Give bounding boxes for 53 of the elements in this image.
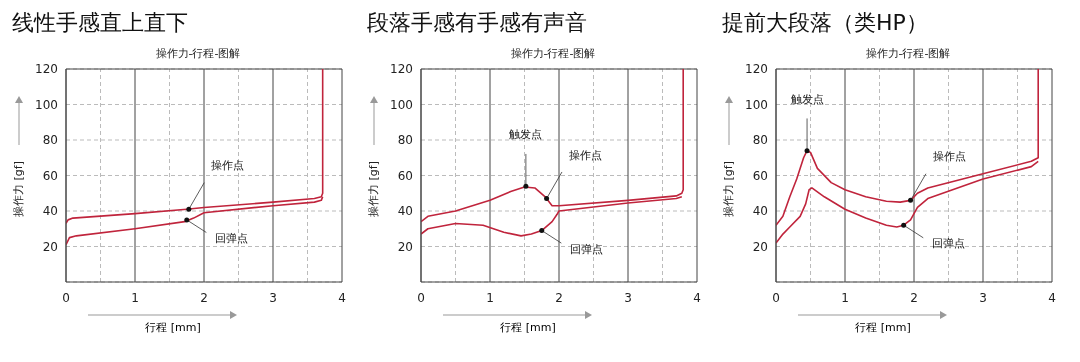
x-tick-label: 4 [1048, 291, 1056, 305]
y-tick-label: 80 [397, 133, 413, 148]
y-tick-label: 80 [752, 133, 768, 148]
y-tick-label: 20 [752, 239, 768, 254]
y-tick-label: 60 [752, 168, 768, 183]
x-tick-label: 4 [338, 291, 346, 305]
y-tick-label: 60 [397, 168, 413, 183]
y-tick-label: 20 [42, 239, 58, 254]
y-tick-label: 120 [35, 62, 58, 77]
y-axis-title: 操作力 [gf] [722, 160, 735, 217]
chart-subtitle: 操作力-行程-图解 [864, 46, 952, 61]
x-tick-label: 2 [200, 291, 208, 305]
y-tick-label: 100 [35, 97, 58, 112]
x-tick-label: 0 [417, 291, 425, 305]
chart-subtitle: 操作力-行程-图解 [154, 46, 242, 61]
chart-subtitle: 操作力-行程-图解 [509, 46, 597, 61]
x-tick-label: 0 [772, 291, 780, 305]
y-tick-label: 120 [390, 62, 413, 77]
annotation: 操作点 [210, 159, 244, 173]
y-tick-label: 20 [397, 239, 413, 254]
chart-title: 段落手感有手感有声音 [366, 9, 588, 37]
chart-title: 线性手感直上直下 [11, 9, 189, 37]
y-axis-title: 操作力 [gf] [367, 160, 380, 217]
x-tick-label: 3 [624, 291, 632, 305]
x-tick-label: 1 [486, 291, 494, 305]
x-tick-label: 3 [979, 291, 987, 305]
x-tick-label: 0 [62, 291, 70, 305]
y-tick-label: 60 [42, 168, 58, 183]
y-tick-label: 40 [42, 204, 58, 219]
x-tick-label: 1 [841, 291, 849, 305]
annotation: 操作点 [932, 150, 966, 164]
annotation: 回弹点 [214, 231, 248, 245]
chart-title: 提前大段落（类HP） [721, 9, 929, 37]
annotation: 回弹点 [931, 237, 965, 251]
x-tick-label: 2 [910, 291, 918, 305]
y-tick-label: 120 [745, 62, 768, 77]
x-tick-label: 1 [131, 291, 139, 305]
x-tick-label: 4 [693, 291, 701, 305]
x-tick-label: 2 [555, 291, 563, 305]
y-tick-label: 100 [390, 97, 413, 112]
y-tick-label: 40 [397, 204, 413, 219]
y-axis-title: 操作力 [gf] [12, 160, 25, 217]
x-tick-label: 3 [269, 291, 277, 305]
annotation: 触发点 [790, 92, 824, 106]
annotation: 操作点 [568, 148, 602, 162]
y-tick-label: 100 [745, 97, 768, 112]
x-axis-title: 行程 [mm] [144, 320, 202, 335]
annotation: 触发点 [509, 128, 543, 142]
y-tick-label: 40 [752, 204, 768, 219]
x-axis-title: 行程 [mm] [854, 320, 912, 335]
annotation: 回弹点 [569, 242, 603, 256]
x-axis-title: 行程 [mm] [499, 320, 557, 335]
y-tick-label: 80 [42, 133, 58, 148]
